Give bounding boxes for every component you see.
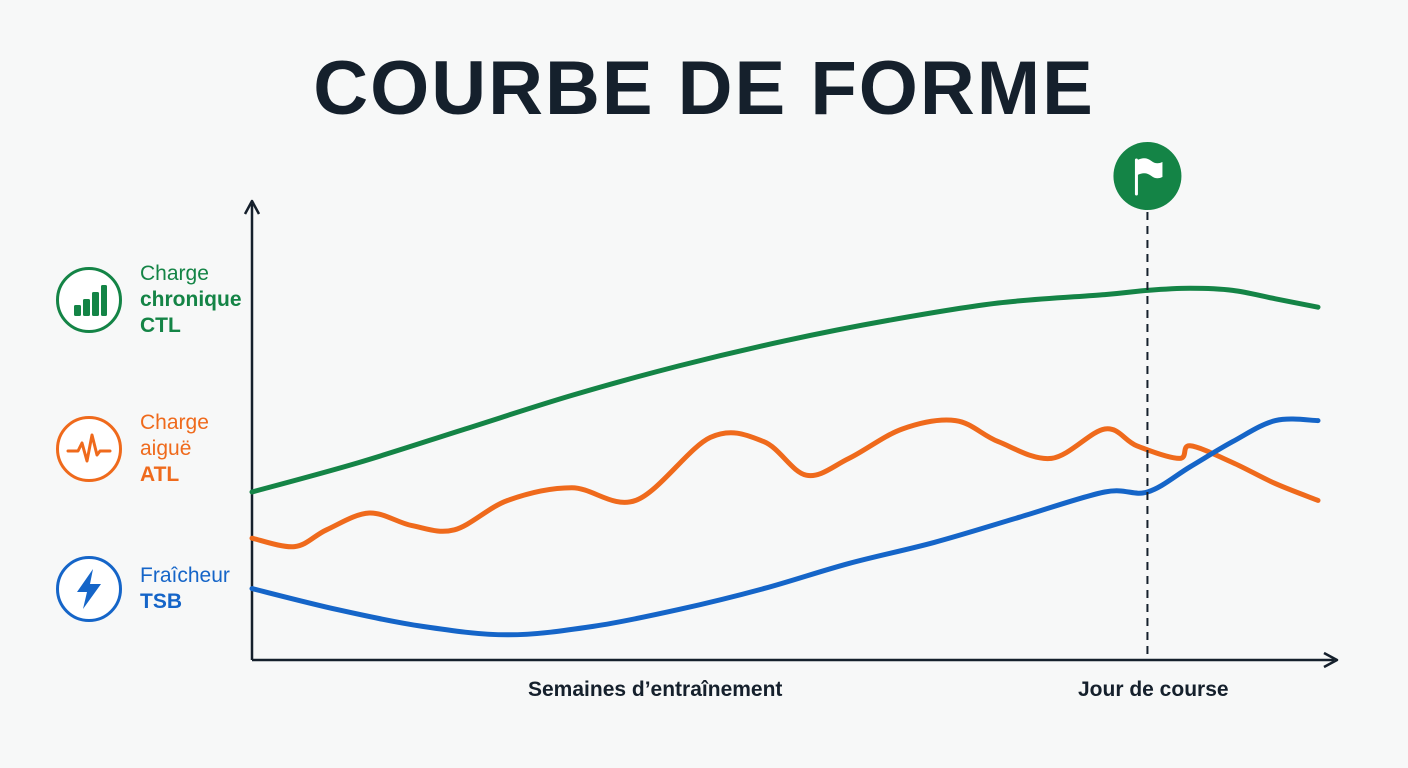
chart-axes [243,199,1339,669]
race-day-label: Jour de course [1078,678,1229,701]
x-axis-arrow [1323,651,1339,669]
series-line-ctl [249,285,1321,495]
series-line-atl [249,417,1321,550]
legend-tsb-line1: Fraîcheur [140,564,230,587]
legend-atl-line1: Charge [140,411,209,434]
legend-atl-line2: aiguë [140,437,192,460]
bar-chart-icon [56,267,122,333]
legend-atl-line3: ATL [140,463,180,486]
race-day-marker [1113,142,1182,660]
legend-tsb-line2: TSB [140,590,182,613]
legend-item-ctl: Charge chronique CTL [56,261,242,339]
legend-ctl-line3: CTL [140,314,181,337]
heartbeat-icon [56,416,122,482]
flag-icon [1134,158,1163,196]
x-axis-label: Semaines d’entraînement [528,678,783,701]
chart-title: COURBE DE FORME [313,46,1095,131]
series-line-tsb [249,416,1321,638]
y-axis-arrow [243,199,261,215]
legend-item-tsb: Fraîcheur TSB [56,556,230,622]
legend-ctl-line1: Charge [140,262,209,285]
lightning-icon [56,556,122,622]
legend-ctl-line2: chronique [140,288,242,311]
legend-item-atl: Charge aiguë ATL [56,410,209,488]
race-day-badge [1113,142,1182,210]
